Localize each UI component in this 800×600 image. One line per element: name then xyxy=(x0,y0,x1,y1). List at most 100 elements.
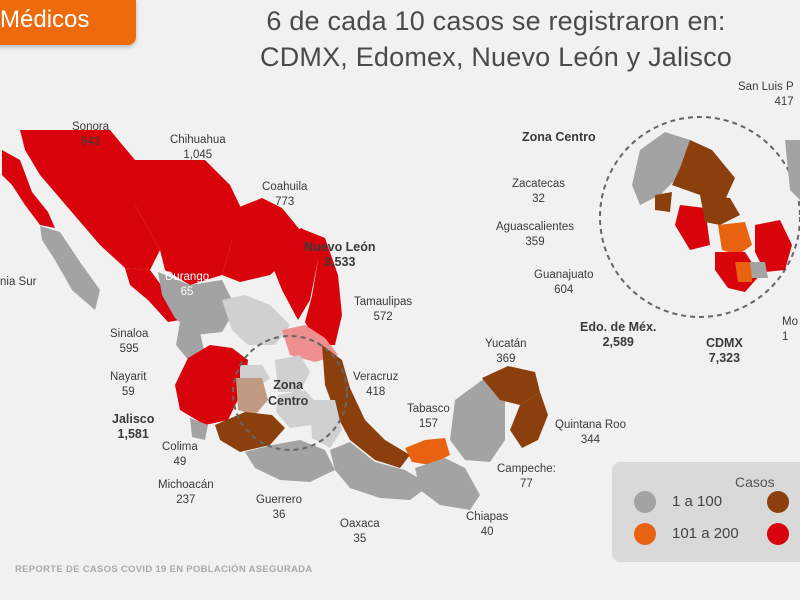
legend-orange-swatch xyxy=(634,523,656,545)
headline-line-1: 6 de cada 10 casos se registraron en: xyxy=(266,6,726,36)
legend-brown-swatch xyxy=(767,491,789,513)
value-yucatan: 369 xyxy=(496,353,516,365)
label-yucatan: Yucatán 369 xyxy=(485,337,527,367)
inset-puebla xyxy=(785,140,800,200)
state-chihuahua xyxy=(135,160,242,285)
label-sonora: Sonora 643 xyxy=(72,120,109,150)
label-tamaulipas: Tamaulipas 572 xyxy=(354,295,412,325)
label-campeche: Campeche: 77 xyxy=(497,462,556,492)
value-chiapas: 40 xyxy=(480,526,494,538)
value-aguascalientes: 359 xyxy=(525,236,545,248)
label-zona-centro-map: Zona Centro xyxy=(268,378,309,408)
label-jalisco: Jalisco 1,581 xyxy=(112,412,154,442)
label-nuevo-leon: Nuevo León 3,533 xyxy=(304,240,376,270)
name-chiapas: Chiapas xyxy=(466,511,509,523)
state-campeche xyxy=(450,378,505,462)
inset-aguascalientes xyxy=(655,192,672,212)
label-baja-california-sur: nia Sur xyxy=(0,275,36,290)
value-michoacan: 237 xyxy=(176,494,196,506)
value-guerrero: 36 xyxy=(272,509,286,521)
name-morelos: Mo xyxy=(782,316,798,328)
label-michoacan: Michoacán 237 xyxy=(158,478,214,508)
state-yucatan xyxy=(482,366,540,405)
category-badge: Médicos xyxy=(0,0,136,45)
state-baja-california xyxy=(2,150,55,228)
inset-morelos xyxy=(750,262,768,278)
state-puebla xyxy=(310,400,342,448)
value-nayarit: 59 xyxy=(121,386,135,398)
inset-hidalgo xyxy=(755,220,792,272)
state-veracruz xyxy=(322,345,410,468)
name-nayarit: Nayarit xyxy=(110,371,147,383)
name-san-luis: San Luis P xyxy=(738,81,794,93)
state-edomex xyxy=(276,390,318,428)
label-oaxaca: Oaxaca 35 xyxy=(340,517,380,547)
name-edomex: Edo. de Méx. xyxy=(580,320,657,334)
value-quintana-roo: 344 xyxy=(580,434,601,446)
state-baja-california-sur xyxy=(40,226,100,310)
value-sinaloa: 595 xyxy=(119,343,139,355)
label-edomex: Edo. de Méx. 2,589 xyxy=(580,320,656,350)
name-campeche: Campeche: xyxy=(497,463,556,475)
name-yucatan: Yucatán xyxy=(485,338,527,350)
label-morelos: Mo 1 xyxy=(782,315,798,345)
state-chiapas xyxy=(415,458,480,510)
state-zacatecas xyxy=(222,295,290,345)
state-durango xyxy=(158,272,236,335)
legend-red-swatch xyxy=(767,523,789,545)
legend-gray-swatch xyxy=(634,491,656,513)
value-colima: 49 xyxy=(173,456,187,468)
state-tamaulipas xyxy=(300,228,342,345)
value-veracruz: 418 xyxy=(366,386,386,398)
state-quintana-roo xyxy=(510,392,548,448)
state-oaxaca xyxy=(330,442,430,500)
value-chihuahua: 1,045 xyxy=(183,149,213,161)
name-guerrero: Guerrero xyxy=(256,494,303,506)
inset-zacatecas xyxy=(632,132,690,205)
label-tabasco: Tabasco 157 xyxy=(407,402,450,432)
state-queretaro xyxy=(275,355,310,392)
name-quintana-roo: Quintana Roo xyxy=(555,419,626,431)
label-colima: Colima 49 xyxy=(162,440,198,470)
name-jalisco: Jalisco xyxy=(112,412,155,426)
value-sonora: 643 xyxy=(80,136,101,148)
value-cdmx: 7,323 xyxy=(708,351,741,365)
state-sonora xyxy=(20,130,160,270)
name-colima: Colima xyxy=(162,441,198,453)
name-oaxaca: Oaxaca xyxy=(340,518,380,530)
value-tabasco: 157 xyxy=(418,418,439,430)
name-durango: Durango xyxy=(165,271,210,283)
label-guanajuato: Guanajuato 604 xyxy=(534,268,593,298)
value-zacatecas: 32 xyxy=(532,193,545,205)
label-quintana-roo: Quintana Roo 344 xyxy=(555,418,626,448)
legend-item-2: 101 a 200 xyxy=(672,525,739,542)
label-san-luis: San Luis P 417 xyxy=(738,80,794,110)
inset-title: Zona Centro xyxy=(522,130,596,144)
inset-guanajuato xyxy=(700,195,740,225)
zona-centro-ring xyxy=(232,335,348,451)
legend-box: Casos 1 a 100 101 a 200 xyxy=(612,462,800,562)
label-coahuila: Coahuila 773 xyxy=(262,180,307,210)
state-tabasco xyxy=(405,438,450,465)
headline-line-2: CDMX, Edomex, Nuevo León y Jalisco xyxy=(260,42,732,72)
state-guanajuato xyxy=(236,378,268,415)
state-jalisco xyxy=(175,345,248,425)
value-edomex: 2,589 xyxy=(602,335,634,349)
value-campeche: 77 xyxy=(520,478,533,490)
label-chiapas: Chiapas 40 xyxy=(466,510,508,540)
label-nayarit: Nayarit 59 xyxy=(110,370,146,400)
label-durango: Durango 65 xyxy=(165,270,209,300)
state-nuevo-leon xyxy=(272,228,318,320)
name-nuevo-leon: Nuevo León xyxy=(304,240,376,254)
legend-title: Casos xyxy=(735,474,775,490)
state-guerrero xyxy=(245,440,335,482)
inset-queretaro xyxy=(718,222,752,255)
inset-cdmx xyxy=(735,262,752,282)
name-guanajuato: Guanajuato xyxy=(534,269,594,281)
label-aguascalientes: Aguascalientes 359 xyxy=(496,220,574,250)
value-tamaulipas: 572 xyxy=(373,311,393,323)
value-durango: 65 xyxy=(180,286,194,298)
name-tamaulipas: Tamaulipas xyxy=(354,296,413,308)
value-morelos: 1 xyxy=(782,331,789,343)
